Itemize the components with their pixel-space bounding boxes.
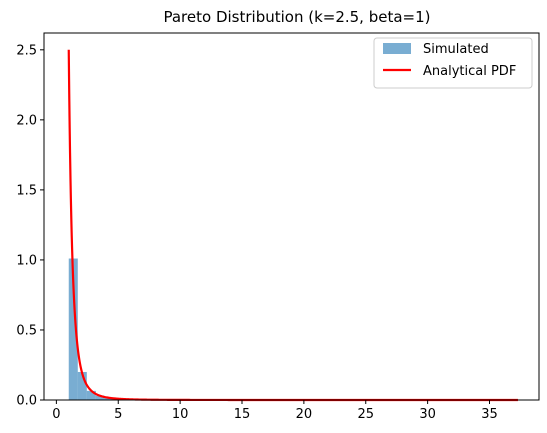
legend: Simulated Analytical PDF xyxy=(374,38,532,88)
legend-label-analytical-pdf: Analytical PDF xyxy=(423,64,516,79)
y-tick-label: 0.5 xyxy=(16,323,37,338)
legend-label-simulated: Simulated xyxy=(423,42,489,57)
x-tick-label: 25 xyxy=(357,407,374,422)
x-tick-label: 0 xyxy=(52,407,60,422)
x-axis: 0 5 10 15 20 25 30 35 xyxy=(52,400,498,422)
y-tick-label: 0.0 xyxy=(16,394,37,409)
x-tick-label: 20 xyxy=(296,407,313,422)
x-tick-label: 10 xyxy=(172,407,189,422)
legend-swatch-simulated xyxy=(383,43,411,54)
chart-title: Pareto Distribution (k=2.5, beta=1) xyxy=(163,8,430,26)
histogram-bars xyxy=(69,259,205,400)
y-tick-label: 1.5 xyxy=(16,183,37,198)
x-tick-label: 35 xyxy=(481,407,498,422)
y-tick-label: 1.0 xyxy=(16,253,37,268)
y-tick-label: 2.5 xyxy=(16,43,37,58)
x-tick-label: 5 xyxy=(114,407,122,422)
y-tick-label: 2.0 xyxy=(16,113,37,128)
x-tick-label: 30 xyxy=(419,407,436,422)
pdf-curve xyxy=(69,50,518,400)
x-tick-label: 15 xyxy=(234,407,251,422)
y-axis: 0.0 0.5 1.0 1.5 2.0 2.5 xyxy=(16,43,44,408)
